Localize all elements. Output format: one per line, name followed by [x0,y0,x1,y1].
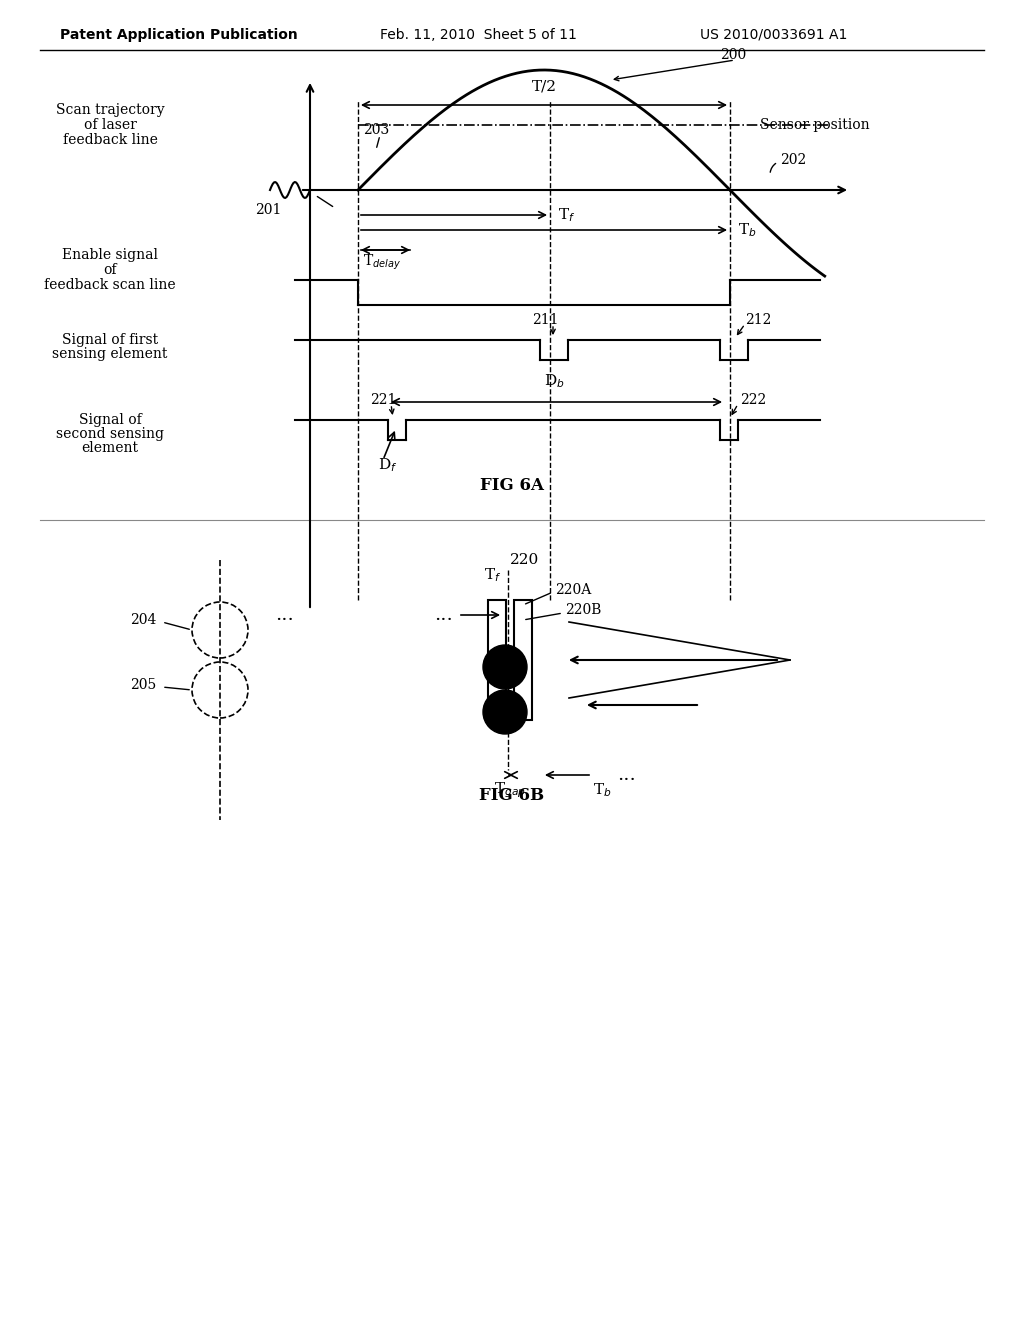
Text: feedback scan line: feedback scan line [44,279,176,292]
Text: Scan trajectory: Scan trajectory [55,103,164,117]
Text: 205: 205 [130,678,157,692]
Text: of laser: of laser [84,117,136,132]
Text: sensing element: sensing element [52,347,168,360]
Text: D$_b$: D$_b$ [544,372,564,389]
Text: Enable signal: Enable signal [62,248,158,261]
Text: element: element [82,441,138,455]
Text: 212: 212 [745,313,771,327]
Text: 211: 211 [531,313,558,327]
Text: Patent Application Publication: Patent Application Publication [60,28,298,42]
Text: T$_{gap}$: T$_{gap}$ [494,780,526,800]
Text: 220: 220 [510,553,540,568]
Text: FIG 6A: FIG 6A [480,477,544,494]
Text: 204: 204 [130,612,157,627]
Text: 201: 201 [255,203,282,216]
Text: ...: ... [433,606,453,624]
Bar [488,601,506,719]
Text: T$_f$: T$_f$ [484,566,502,583]
Text: 203: 203 [362,123,389,137]
Circle shape [483,690,527,734]
Circle shape [483,645,527,689]
Text: 220B: 220B [565,603,601,616]
Text: 200: 200 [720,48,746,62]
Text: 221: 221 [370,393,396,407]
Text: FIG 6B: FIG 6B [479,787,545,804]
Bar [514,601,532,719]
Text: 202: 202 [780,153,806,168]
Text: 222: 222 [740,393,766,407]
Text: T$_b$: T$_b$ [738,222,757,239]
Text: Signal of: Signal of [79,413,141,426]
Text: ...: ... [617,766,636,784]
Text: second sensing: second sensing [56,426,164,441]
Text: Feb. 11, 2010  Sheet 5 of 11: Feb. 11, 2010 Sheet 5 of 11 [380,28,577,42]
Text: ...: ... [275,606,294,624]
Text: T$_f$: T$_f$ [558,206,575,224]
Text: 220A: 220A [555,583,591,597]
Text: T$_b$: T$_b$ [593,781,611,799]
Text: of: of [103,263,117,277]
Text: feedback line: feedback line [62,133,158,147]
Text: T/2: T/2 [531,79,556,92]
Text: US 2010/0033691 A1: US 2010/0033691 A1 [700,28,848,42]
Text: Sensor position: Sensor position [760,117,869,132]
Text: D$_f$: D$_f$ [378,457,397,474]
Text: Signal of first: Signal of first [61,333,158,347]
Text: T$_{delay}$: T$_{delay}$ [362,252,401,272]
